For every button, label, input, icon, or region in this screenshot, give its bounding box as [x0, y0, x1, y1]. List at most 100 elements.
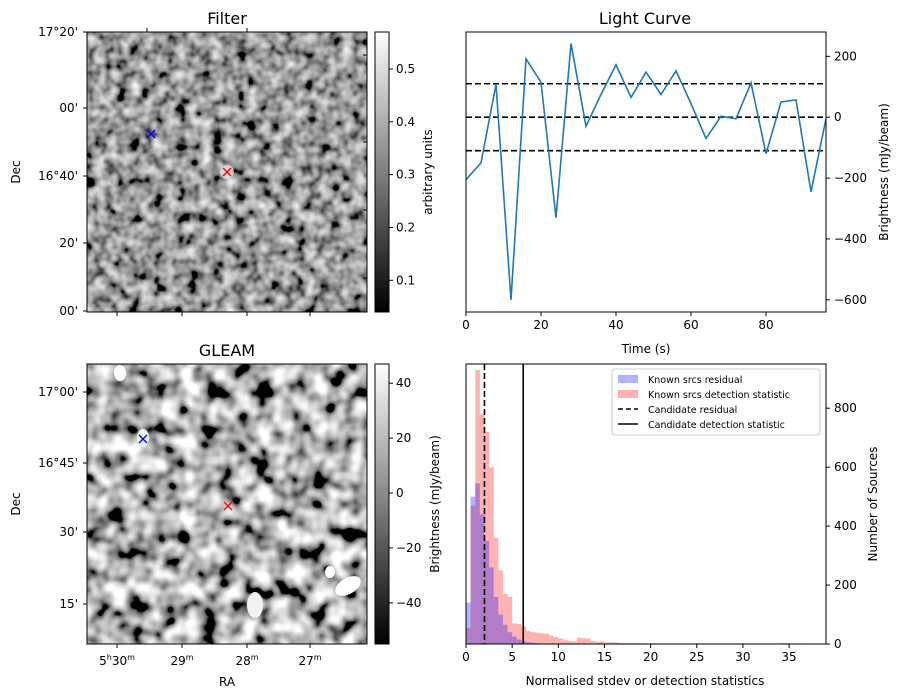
- histogram-y-tick-label: 800: [834, 401, 857, 415]
- histogram-bar-detection: [498, 570, 503, 644]
- histogram-bar-residual: [526, 642, 531, 644]
- histogram-x-tick-label: 15: [597, 650, 612, 664]
- histogram-bar-detection: [576, 637, 582, 644]
- lightcurve-y-tick-label: −400: [834, 232, 867, 246]
- ra-hours: 5: [99, 654, 107, 668]
- ra-minutes: 28: [235, 654, 250, 668]
- histogram-bar-residual: [475, 483, 480, 644]
- gleam-bright-source: [247, 592, 263, 618]
- filter-candidate-marker: [146, 129, 156, 139]
- filter-colorbar-tick-label: 0.1: [396, 273, 415, 287]
- lightcurve-y-tick-label: −600: [834, 293, 867, 307]
- legend-label-residual: Known srcs residual: [648, 375, 742, 386]
- histogram-bar-detection: [599, 641, 605, 644]
- gleam-bright-source: [325, 566, 335, 578]
- histogram-bar-residual: [498, 614, 503, 644]
- histogram-ylabel: Number of Sources: [866, 447, 880, 562]
- lightcurve-x-tick-label: 0: [462, 318, 470, 332]
- legend-box: [611, 368, 821, 436]
- histogram-y-tick-label: 200: [834, 578, 857, 592]
- gleam-x-tick-label: 28m: [235, 653, 258, 668]
- histogram-bar-detection: [502, 593, 508, 644]
- histogram-x-tick-label: 25: [689, 650, 704, 664]
- lightcurve-x-axis: 0 20 40 60 80: [462, 312, 774, 332]
- histogram-bar-detection: [609, 642, 614, 644]
- lightcurve-y-tick-label: 200: [834, 49, 857, 63]
- filter-colorbar: [374, 31, 390, 313]
- legend-label-candidate-residual: Candidate residual: [648, 405, 737, 416]
- filter-colorbar-tick-label: 0.3: [396, 168, 415, 182]
- histogram-bar-detection: [613, 642, 619, 644]
- lightcurve-plot-area: [466, 32, 826, 312]
- histogram-bar-detection: [604, 642, 610, 644]
- histogram-y-tick-label: 400: [834, 519, 857, 533]
- histogram-bar-detection: [590, 641, 596, 644]
- filter-x-ticks: [116, 28, 367, 316]
- lightcurve-x-tick-label: 80: [758, 318, 773, 332]
- gleam-ylabel: Dec: [9, 492, 23, 515]
- gleam-y-axis: 17°00' 16°45' 30' 15': [38, 385, 87, 611]
- histogram-xlabel: Normalised stdev or detection statistics: [526, 674, 765, 688]
- filter-frame: [86, 31, 368, 313]
- gleam-colorbar-tick-label: 20: [396, 431, 411, 445]
- histogram-x-tick-label: 10: [551, 650, 566, 664]
- histogram-bar-detection: [618, 642, 623, 644]
- histogram-bar-detection: [484, 431, 490, 644]
- lightcurve-y-axis: 200 0 −200 −400 −600: [826, 49, 867, 307]
- gleam-xlabel: RA: [219, 675, 236, 689]
- histogram-bar-detection: [549, 635, 554, 644]
- lightcurve-panel: Light Curve 0 20 40 60 80 200 0 −200 −400 −600 T…: [462, 9, 891, 356]
- gleam-colorbar-tick-label: 0: [396, 486, 404, 500]
- histogram-bar-residual: [507, 632, 513, 644]
- gleam-colorbar-label: Brightness (mJy/beam): [428, 435, 442, 573]
- histogram-legend: Known srcs residual Known srcs detection…: [611, 368, 821, 436]
- histogram-bar-residual: [516, 639, 522, 644]
- filter-title: Filter: [207, 9, 247, 28]
- histogram-bar-detection: [489, 467, 494, 644]
- histogram-bar-detection: [493, 537, 499, 644]
- histogram-bar-detection: [466, 627, 471, 644]
- histogram-bar-detection: [470, 505, 476, 644]
- gleam-image: [87, 364, 367, 644]
- histogram-x-tick-label: 35: [781, 650, 796, 664]
- histogram-y-tick-label: 0: [834, 637, 842, 651]
- gleam-panel: GLEAM 17°00'16°45'30'15' 5h30m 29m 28m 27m …: [9, 341, 442, 689]
- lightcurve-xlabel: Time (s): [621, 342, 671, 356]
- histogram-bar-detection: [475, 369, 480, 644]
- filter-y-tick-label: 00': [59, 101, 78, 115]
- filter-colorbar-tick-label: 0.5: [396, 62, 415, 76]
- histogram-frame: [465, 363, 827, 645]
- histogram-bar-detection: [595, 641, 600, 644]
- histogram-bar-residual: [530, 642, 536, 644]
- ra-minutes-unit: m: [127, 653, 135, 662]
- ra-minutes: 29: [170, 654, 185, 668]
- histogram-bar-detection: [586, 638, 591, 644]
- lightcurve-y-tick-label: 0: [834, 110, 842, 124]
- gleam-y-tick-label: 16°45': [38, 456, 78, 470]
- lightcurve-series-line: [466, 43, 826, 300]
- filter-ylabel: Dec: [9, 160, 23, 183]
- histogram-bar-detection: [507, 596, 513, 644]
- histogram-bar-detection: [539, 633, 545, 644]
- histogram-bar-detection: [581, 638, 586, 644]
- filter-colorbar-tick-label: 0.4: [396, 115, 415, 129]
- gleam-y-tick-label: 17°00': [38, 385, 78, 399]
- filter-y-tick-label: 17°20': [38, 25, 78, 39]
- histogram-bar-detection: [562, 639, 568, 644]
- lightcurve-x-tick-label: 20: [533, 318, 548, 332]
- histogram-bar-detection: [567, 641, 573, 644]
- histogram-y-axis: 0 200 400 600 800: [826, 401, 857, 651]
- filter-y-tick-label: 20': [59, 236, 78, 250]
- histogram-bar-residual: [493, 596, 499, 644]
- gleam-title: GLEAM: [199, 341, 255, 360]
- histogram-x-axis: 0 5 10 15 20 25 30 35: [462, 644, 797, 664]
- ra-minutes: 30: [112, 654, 127, 668]
- filter-reference-marker: [222, 167, 232, 177]
- gleam-frame: [86, 363, 368, 645]
- filter-y-tick-label: 16°40': [38, 169, 78, 183]
- histogram-x-tick-label: 0: [462, 650, 470, 664]
- histogram-bar-detection: [526, 630, 531, 644]
- gleam-y-tick-label: 30': [59, 525, 78, 539]
- histogram-x-tick-label: 30: [735, 650, 750, 664]
- histogram-bar-residual: [512, 636, 517, 644]
